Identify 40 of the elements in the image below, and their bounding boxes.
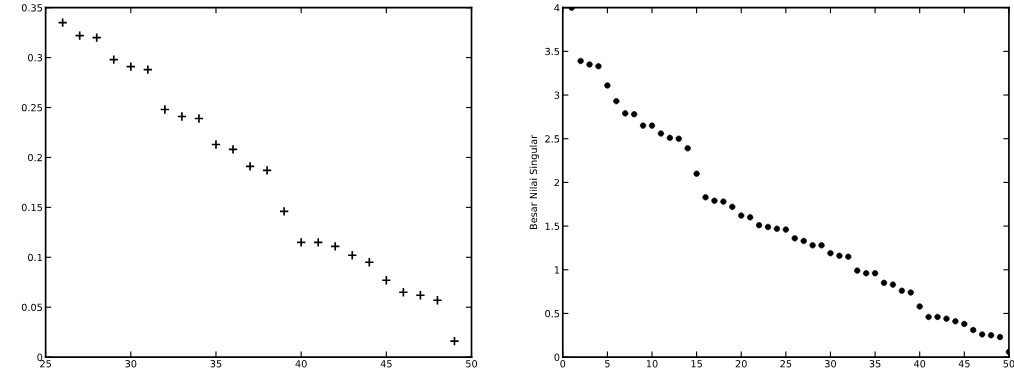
x-tick-label: 25	[780, 360, 792, 368]
x-tick-label: 50	[466, 360, 478, 368]
y-tick-label: 0.3	[28, 54, 43, 62]
x-tick-label: 10	[646, 360, 658, 368]
x-tick-label: 40	[913, 360, 926, 368]
y-tick-label: 3.5	[545, 47, 560, 56]
point	[313, 237, 324, 248]
point	[347, 250, 358, 261]
x-tick-label: 30	[125, 360, 137, 368]
x-tick-label: 15	[691, 360, 702, 368]
y-tick-label: 0.25	[21, 104, 42, 112]
y-tick-label: 0	[37, 353, 43, 361]
y-tick-label: 3	[554, 91, 560, 99]
x-tick-label: 40	[295, 360, 307, 368]
point	[364, 257, 375, 268]
y-tick-label: 0.5	[545, 309, 560, 318]
y-tick-label: 0.35	[21, 4, 42, 12]
y-tick-label: 0.2	[28, 153, 42, 162]
x-tick-label: 5	[605, 360, 610, 368]
y-axis-title: Besar Nilai Singular	[529, 134, 539, 230]
x-tick-label: 45	[380, 360, 392, 368]
y-tick-label: 2.5	[545, 135, 560, 143]
x-tick-label: 0	[560, 360, 566, 368]
point	[296, 237, 307, 248]
x-tick-label: 30	[825, 360, 837, 368]
x-tick-label: 50	[1003, 360, 1014, 368]
x-tick-label: 35	[869, 360, 881, 368]
y-tick-label: 4	[554, 4, 560, 12]
x-tick-label: 35	[210, 360, 222, 368]
x-tick-label: 20	[735, 360, 747, 368]
y-tick-label: 1	[554, 266, 560, 274]
point	[330, 241, 341, 252]
y-tick-label: 0.05	[21, 303, 42, 312]
y-tick-label: 0.1	[28, 253, 42, 262]
x-tick-label: 45	[958, 360, 970, 368]
y-tick-label: 1.5	[545, 222, 560, 230]
y-tick-label: 0.15	[21, 203, 42, 212]
y-tick-label: 0	[554, 353, 560, 361]
x-tick-label: 25	[40, 360, 51, 368]
y-tick-label: 2	[554, 178, 560, 187]
